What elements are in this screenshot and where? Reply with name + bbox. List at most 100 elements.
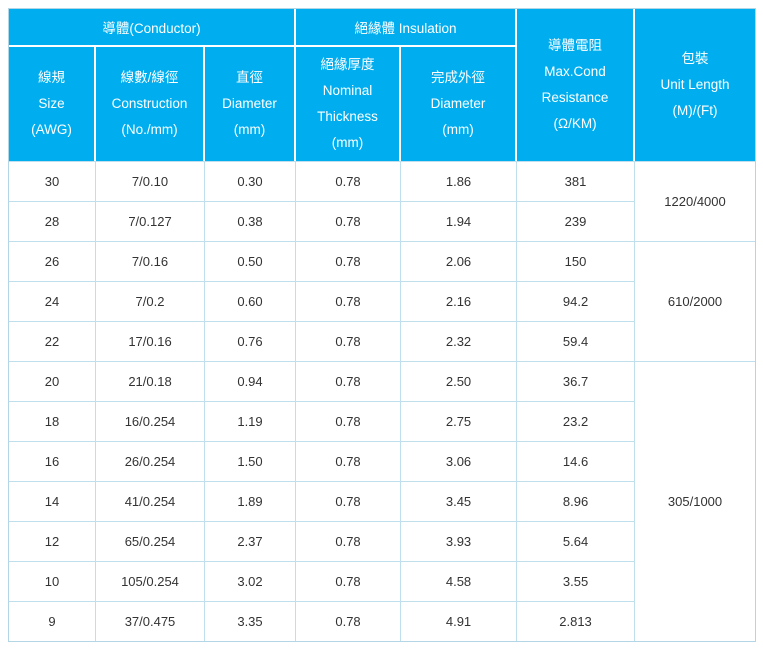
cell-diameter: 0.60 — [205, 281, 297, 321]
header-group-conductor: 導體(Conductor) — [9, 9, 297, 47]
cell-size: 26 — [9, 241, 96, 281]
cell-od: 1.94 — [401, 201, 518, 241]
cell-resistance: 8.96 — [517, 481, 636, 521]
header-line: 導體電阻 — [548, 38, 603, 53]
header-line: 線數/線徑 — [120, 70, 179, 85]
cell-size: 14 — [9, 481, 96, 521]
table-row: 14 41/0.254 1.89 0.78 3.45 8.96 — [9, 481, 755, 521]
header-line: Max.Cond — [544, 64, 606, 79]
cell-thickness: 0.78 — [296, 561, 402, 601]
header-line: Resistance — [541, 90, 609, 105]
header-col-unit-length: 包裝 Unit Length (M)/(Ft) — [635, 9, 756, 161]
header-line: 絕緣厚度 — [320, 57, 375, 72]
cell-unit-length: 1220/4000 — [635, 161, 756, 241]
cell-size: 10 — [9, 561, 96, 601]
header-line: Unit Length — [660, 77, 730, 92]
cell-resistance: 381 — [517, 161, 636, 201]
cell-od: 3.06 — [401, 441, 518, 481]
cell-thickness: 0.78 — [296, 201, 402, 241]
table-row: 20 21/0.18 0.94 0.78 2.50 36.7 305/1000 — [9, 361, 756, 641]
header-line: (Ω/KM) — [553, 116, 597, 131]
cell-size: 9 — [9, 601, 96, 641]
header-col-diameter: 直徑 Diameter (mm) — [205, 47, 297, 161]
cell-thickness: 0.78 — [296, 441, 402, 481]
cell-resistance: 239 — [517, 201, 636, 241]
table-row: 22 17/0.16 0.76 0.78 2.32 59.4 — [9, 321, 755, 361]
cell-diameter: 0.50 — [205, 241, 297, 281]
header-line: (M)/(Ft) — [672, 103, 718, 118]
cell-diameter: 3.02 — [205, 561, 297, 601]
cell-construction: 37/0.475 — [96, 601, 205, 641]
cell-resistance: 23.2 — [517, 401, 636, 441]
cell-construction: 21/0.18 — [96, 361, 205, 401]
cell-construction: 7/0.127 — [96, 201, 205, 241]
header-line: 線規 — [38, 70, 65, 85]
table-row: 18 16/0.254 1.19 0.78 2.75 23.2 — [9, 401, 755, 441]
cell-od: 2.32 — [401, 321, 518, 361]
cell-size: 30 — [9, 161, 96, 201]
cell-resistance: 94.2 — [517, 281, 636, 321]
header-line: (mm) — [331, 135, 364, 150]
table-header: 導體(Conductor) 絕緣體 Insulation 導體電阻 Max.Con… — [9, 9, 756, 161]
cell-thickness: 0.78 — [296, 361, 402, 401]
cell-size: 24 — [9, 281, 96, 321]
header-col-size: 線規 Size (AWG) — [9, 47, 96, 161]
wire-spec-table: 導體(Conductor) 絕緣體 Insulation 導體電阻 Max.Con… — [9, 9, 756, 641]
wire-spec-table-container: 導體(Conductor) 絕緣體 Insulation 導體電阻 Max.Con… — [8, 8, 757, 642]
cell-od: 2.16 — [401, 281, 518, 321]
cell-od: 4.91 — [401, 601, 518, 641]
header-columns-row: 線規 Size (AWG) 線數/線徑 Construction (No./mm) 直徑… — [9, 47, 755, 161]
cell-thickness: 0.78 — [296, 241, 402, 281]
cell-od: 3.45 — [401, 481, 518, 521]
cell-od: 3.93 — [401, 521, 518, 561]
cell-size: 20 — [9, 361, 96, 401]
cell-size: 12 — [9, 521, 96, 561]
cell-thickness: 0.78 — [296, 601, 402, 641]
cell-od: 1.86 — [401, 161, 518, 201]
cell-od: 2.50 — [401, 361, 518, 401]
cell-resistance: 5.64 — [517, 521, 636, 561]
header-col-construction: 線數/線徑 Construction (No./mm) — [96, 47, 205, 161]
cell-thickness: 0.78 — [296, 401, 402, 441]
cell-diameter: 3.35 — [205, 601, 297, 641]
cell-construction: 7/0.10 — [96, 161, 205, 201]
cell-thickness: 0.78 — [296, 481, 402, 521]
header-line: 直徑 — [236, 70, 263, 85]
header-line: Thickness — [317, 109, 378, 124]
header-col-resistance: 導體電阻 Max.Cond Resistance (Ω/KM) — [517, 9, 636, 161]
table-row: 26 7/0.16 0.50 0.78 2.06 150 610/2000 — [9, 241, 756, 361]
cell-resistance: 59.4 — [517, 321, 636, 361]
header-line: (mm) — [442, 122, 474, 137]
cell-thickness: 0.78 — [296, 281, 402, 321]
cell-diameter: 1.50 — [205, 441, 297, 481]
header-col-thickness: 絕緣厚度 Nominal Thickness (mm) — [296, 47, 402, 161]
cell-size: 18 — [9, 401, 96, 441]
header-group-row: 導體(Conductor) 絕緣體 Insulation 導體電阻 Max.Con… — [9, 9, 756, 161]
header-line: (No./mm) — [121, 122, 178, 137]
cell-unit-length: 305/1000 — [635, 361, 756, 641]
cell-construction: 26/0.254 — [96, 441, 205, 481]
cell-thickness: 0.78 — [296, 521, 402, 561]
cell-construction: 17/0.16 — [96, 321, 205, 361]
table-row: 30 7/0.10 0.30 0.78 1.86 381 1220/4000 — [9, 161, 756, 241]
cell-construction: 41/0.254 — [96, 481, 205, 521]
header-line: (AWG) — [31, 122, 72, 137]
header-line: Diameter — [430, 96, 486, 111]
table-row: 12 65/0.254 2.37 0.78 3.93 5.64 — [9, 521, 755, 561]
cell-resistance: 2.813 — [517, 601, 636, 641]
header-line: Construction — [111, 96, 188, 111]
header-line: Diameter — [222, 96, 277, 111]
table-row: 9 37/0.475 3.35 0.78 4.91 2.813 — [9, 601, 755, 641]
cell-size: 28 — [9, 201, 96, 241]
cell-unit-length: 610/2000 — [635, 241, 756, 361]
header-line: Size — [38, 96, 65, 111]
cell-thickness: 0.78 — [296, 321, 402, 361]
header-line: (mm) — [233, 122, 266, 137]
table-row: 16 26/0.254 1.50 0.78 3.06 14.6 — [9, 441, 755, 481]
cell-diameter: 0.38 — [205, 201, 297, 241]
cell-construction: 65/0.254 — [96, 521, 205, 561]
cell-size: 16 — [9, 441, 96, 481]
cell-construction: 7/0.2 — [96, 281, 205, 321]
header-line: Nominal — [322, 83, 373, 98]
cell-size: 22 — [9, 321, 96, 361]
